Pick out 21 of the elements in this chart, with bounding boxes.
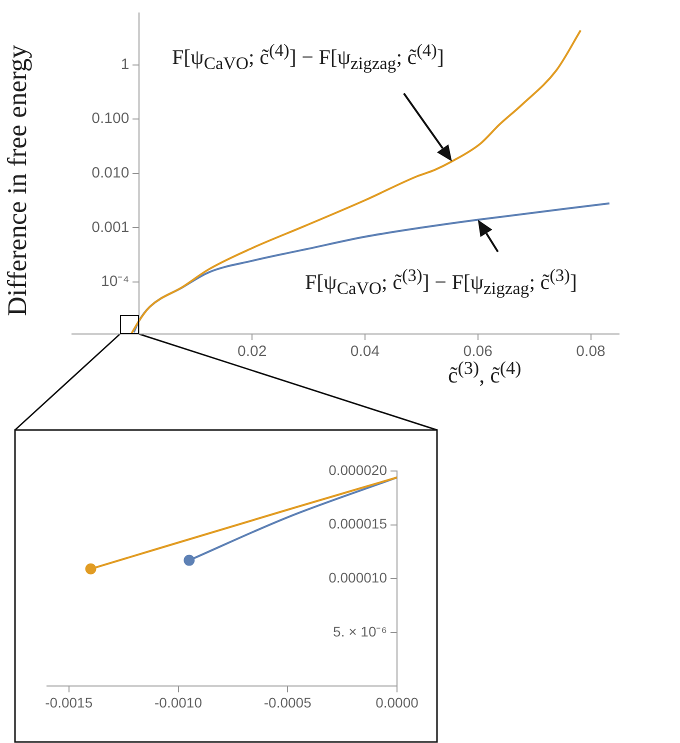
y-tick-label: 0.100 <box>92 110 130 128</box>
x-tick-label: 0.08 <box>576 343 606 360</box>
text: F[ψ$_{CaVO}$; c̃$^{(4)}$] − F[ψ$_{zigzag}$; c̃$^{(4)}$] <box>172 40 444 74</box>
y-tick-label: 0.000010 <box>328 569 388 586</box>
text: F[ψ$_{CaVO}$; c̃$^{(3)}$] − F[ψ$_{zigzag}$; c̃$^{(3)}$] <box>305 265 577 298</box>
x-tick-label: -0.0005 <box>264 694 312 710</box>
y-tick-label: 1 <box>120 56 130 73</box>
y-tick-label: 0.001 <box>92 218 130 236</box>
y-tick-label: 10⁻⁴ <box>101 273 130 290</box>
y-tick-label: 0.010 <box>92 164 130 182</box>
y-tick-label: 0.000020 <box>328 462 388 478</box>
x-tick-label: -0.0015 <box>45 694 93 710</box>
y-axis-title: Difference in free energy <box>2 43 33 318</box>
y-tick-label: 0.000015 <box>328 516 388 532</box>
x-tick-label: 0.04 <box>350 343 380 360</box>
x-tick-label: 0.02 <box>237 343 267 360</box>
y-tick-label: 5. × 10⁻⁶ <box>333 623 387 640</box>
x-axis-title: c̃$^{(3)}$, c̃$^{(4)}$ <box>448 358 522 388</box>
x-tick-label: 0.0000 <box>376 694 419 710</box>
x-tick-label: -0.0010 <box>154 694 202 710</box>
x-tick-label: 0.06 <box>463 343 492 360</box>
